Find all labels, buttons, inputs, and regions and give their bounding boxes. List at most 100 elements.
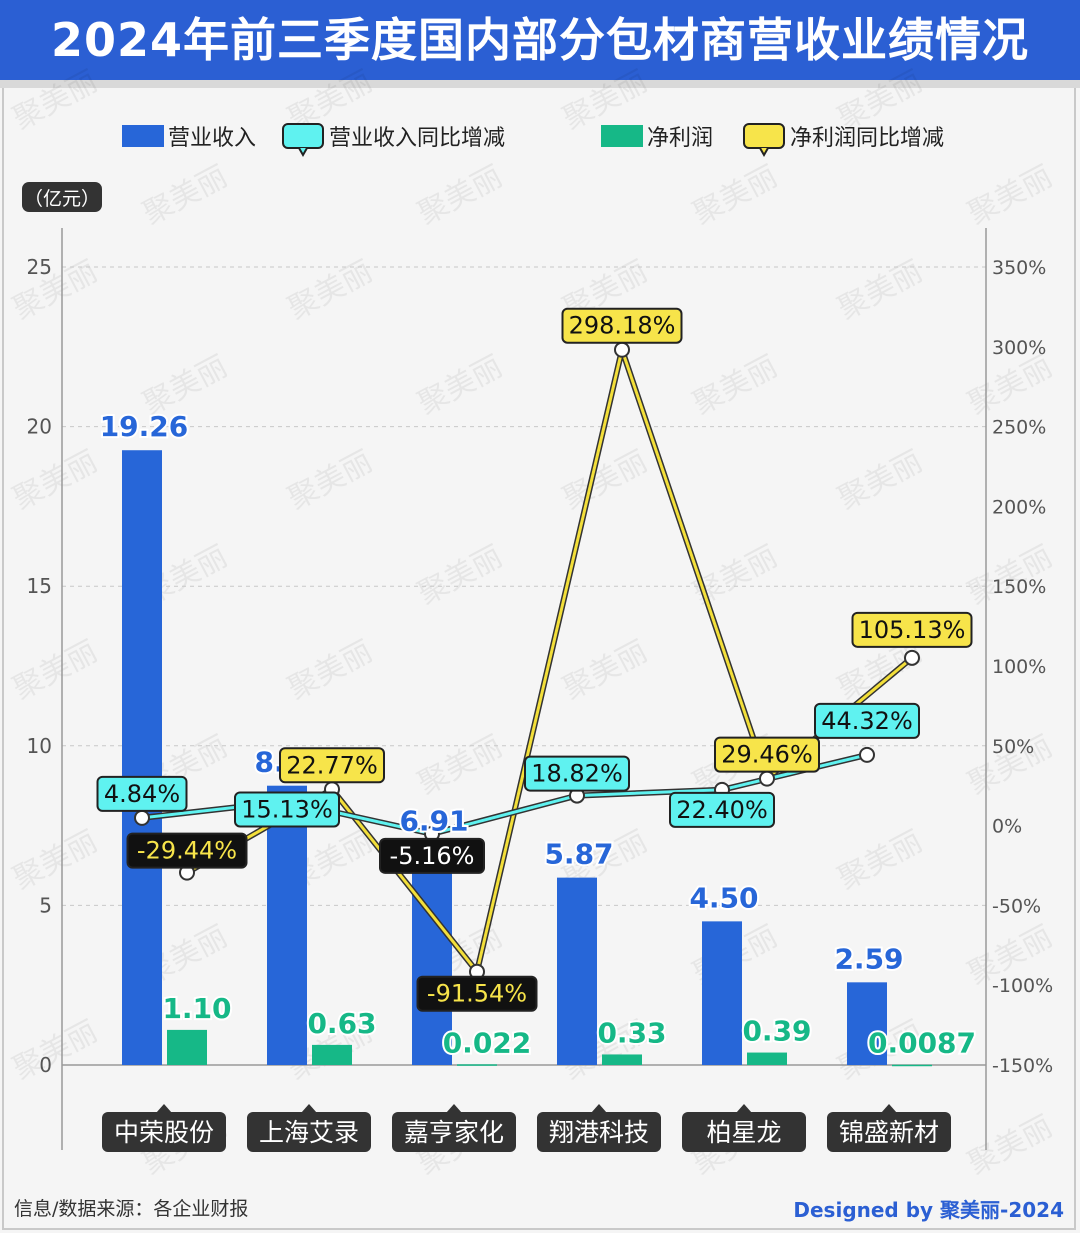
watermark: 聚美丽	[557, 444, 653, 517]
y-left-tick-label: 25	[27, 255, 52, 279]
legend-revenue-label: 营业收入	[168, 126, 256, 151]
revenue-bar	[702, 921, 742, 1065]
category-tab	[247, 1112, 371, 1152]
title-underline	[0, 80, 1080, 88]
legend-revenue-yoy: 营业收入同比增减	[282, 123, 505, 158]
watermark: 聚美丽	[832, 824, 928, 897]
y-left-tick-label: 20	[27, 415, 52, 439]
watermark: 聚美丽	[962, 159, 1058, 232]
y-right-tick-label: 50%	[992, 736, 1034, 758]
net-profit-yoy-label-text: -91.54%	[427, 980, 527, 1008]
watermark: 聚美丽	[282, 444, 378, 517]
net-profit-yoy-label-text: -29.44%	[137, 837, 237, 865]
bars-layer	[122, 450, 932, 1067]
y-left-tick-label: 15	[27, 574, 52, 598]
revenue-yoy-label-text: -5.16%	[390, 842, 475, 870]
title-bar: 2024年前三季度国内部分包材商营收业绩情况	[0, 0, 1080, 80]
category-label: 上海艾录	[259, 1118, 359, 1147]
net-profit-bar	[602, 1054, 642, 1065]
watermark: 聚美丽	[687, 159, 783, 232]
revenue-bar	[122, 450, 162, 1065]
category-tab-notch	[156, 1104, 172, 1113]
y-right-tick-label: 150%	[992, 576, 1046, 598]
unit-label: （亿元）	[24, 188, 100, 210]
net-profit-yoy-label-box	[279, 747, 385, 784]
net-profit-bar	[312, 1044, 352, 1065]
revenue-yoy-label: 15.13%	[234, 791, 340, 828]
net-profit-value-label: 0.0087	[868, 1027, 976, 1060]
legend-net-profit-yoy-swatch	[743, 123, 785, 149]
designer-credit: Designed by 聚美丽-2024	[793, 1198, 1064, 1222]
watermark: 聚美丽	[412, 349, 508, 422]
category-label: 中荣股份	[114, 1118, 214, 1147]
net-profit-yoy-label: -29.44%	[126, 832, 248, 869]
y-right-tick-label: 250%	[992, 417, 1046, 439]
watermark: 聚美丽	[687, 349, 783, 422]
net-profit-yoy-label-box	[561, 307, 683, 344]
legend-net-profit-label: 净利润	[647, 126, 713, 151]
legend-net-profit: 净利润	[601, 125, 713, 151]
net-profit-yoy-label-box	[126, 832, 248, 869]
revenue-value-label: 19.26	[100, 410, 189, 443]
net-profit-yoy-label-text: 298.18%	[569, 312, 676, 340]
watermark: 聚美丽	[687, 539, 783, 612]
revenue-yoy-label-text: 4.84%	[104, 780, 180, 808]
line-point	[904, 649, 920, 666]
category-layer: 中荣股份 上海艾录 嘉亨家化 翔港科技 柏星龙 锦盛新材	[102, 1104, 951, 1152]
net-profit-yoy-label: 29.46%	[714, 736, 820, 773]
legend-net-profit-swatch	[601, 125, 643, 147]
net-profit-bar	[747, 1052, 787, 1065]
revenue-yoy-label-box	[814, 702, 920, 739]
net-profit-yoy-label: 105.13%	[851, 611, 973, 648]
legend-net-profit-yoy-swatch-tail	[759, 147, 769, 158]
grid-layer	[62, 266, 986, 906]
revenue-yoy-label: 22.40%	[669, 791, 775, 828]
category-tab-notch	[446, 1104, 462, 1113]
category-tab-notch	[591, 1104, 607, 1113]
watermark: 聚美丽	[412, 729, 508, 802]
category-label: 柏星龙	[706, 1118, 781, 1147]
y-right-tick-label: 200%	[992, 496, 1046, 518]
revenue-yoy-label-box	[524, 755, 630, 792]
category-tab-notch	[736, 1104, 752, 1113]
watermark: 聚美丽	[7, 824, 103, 897]
watermark: 聚美丽	[7, 254, 103, 327]
net-profit-yoy-label: -91.54%	[416, 975, 538, 1012]
watermark: 聚美丽	[832, 444, 928, 517]
source-note: 信息/数据来源：各企业财报	[14, 1198, 249, 1220]
unit-label-box	[22, 182, 102, 212]
category-tab-notch	[881, 1104, 897, 1113]
category-tab	[102, 1112, 226, 1152]
legend-revenue: 营业收入	[122, 125, 256, 151]
revenue-bar	[557, 877, 597, 1065]
y-left-tick-label: 10	[27, 734, 52, 758]
revenue-yoy-label-box	[96, 775, 188, 812]
revenue-yoy-label: 44.32%	[814, 702, 920, 739]
revenue-bar	[267, 785, 307, 1065]
net-profit-value-label: 0.63	[307, 1007, 376, 1040]
revenue-value-label: 6.91	[399, 804, 468, 837]
net-profit-yoy-label-box	[416, 975, 538, 1012]
line-point	[614, 341, 630, 358]
revenue-value-label: 2.59	[834, 942, 903, 975]
watermark: 聚美丽	[7, 1014, 103, 1087]
revenue-value-label: 5.87	[544, 838, 613, 871]
revenue-yoy-label: -5.16%	[379, 837, 485, 874]
y-right-tick-label: 300%	[992, 337, 1046, 359]
lines-layer	[134, 341, 920, 980]
watermark: 聚美丽	[412, 539, 508, 612]
revenue-yoy-label-text: 44.32%	[821, 707, 913, 735]
watermark: 聚美丽	[962, 349, 1058, 422]
watermark: 聚美丽	[412, 159, 508, 232]
y-right-tick-label: 350%	[992, 257, 1046, 279]
revenue-yoy-label-text: 18.82%	[531, 760, 623, 788]
category-label: 翔港科技	[549, 1118, 649, 1147]
y-right-tick-label: 0%	[992, 816, 1022, 838]
legend-net-profit-yoy-label: 净利润同比增减	[790, 126, 944, 151]
legend-revenue-yoy-swatch	[282, 123, 324, 149]
axes-layer: 0 5 10 15 20 25 -150% -100% -50% 0% 50% 100% 150% 200…	[27, 228, 1053, 1150]
category-tab	[682, 1112, 806, 1152]
watermark: 聚美丽	[832, 254, 928, 327]
